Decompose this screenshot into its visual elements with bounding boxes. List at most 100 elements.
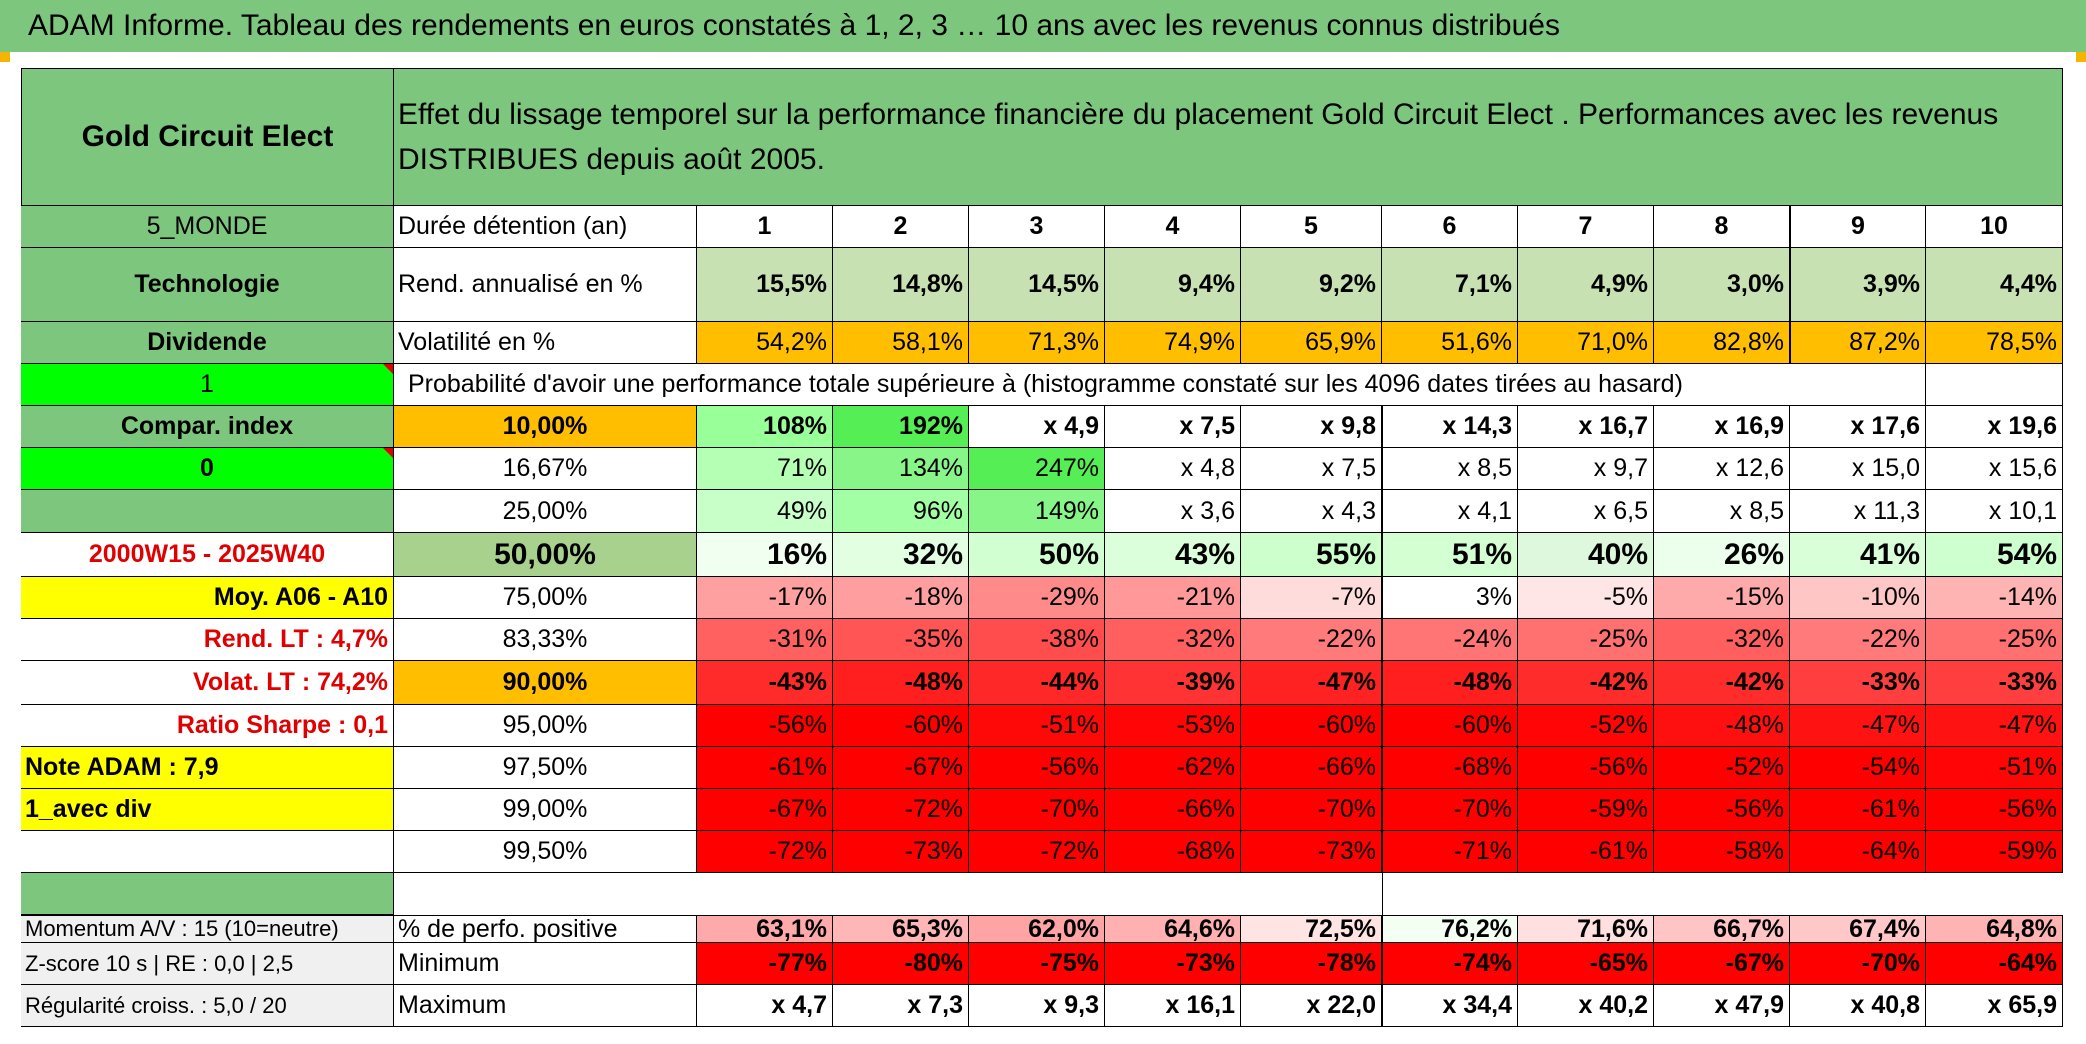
- annualized-return-value: 4,9%: [1518, 248, 1654, 322]
- performance-value: -17%: [697, 577, 833, 619]
- performance-value: -43%: [697, 661, 833, 705]
- compar-index-label: Compar. index: [21, 406, 394, 448]
- performance-value: -10%: [1790, 577, 1926, 619]
- performance-value: -18%: [833, 577, 969, 619]
- performance-value: -47%: [1790, 705, 1926, 747]
- performance-value: -48%: [1654, 705, 1790, 747]
- spacer: [1105, 873, 1241, 915]
- maximum-value: x 9,3: [969, 985, 1105, 1027]
- empty-cell: [1926, 364, 2063, 406]
- percentile-label: 90,00%: [394, 661, 697, 705]
- performance-value: -64%: [1790, 831, 1926, 873]
- sharpe-ratio-label: Ratio Sharpe : 0,1: [21, 705, 394, 747]
- performance-value: -61%: [697, 747, 833, 789]
- performance-value: -48%: [833, 661, 969, 705]
- performance-value: -61%: [1790, 789, 1926, 831]
- performance-value: 149%: [969, 490, 1105, 533]
- performance-value: -22%: [1790, 619, 1926, 661]
- description: Effet du lissage temporel sur la perform…: [394, 68, 2063, 206]
- performance-value: -60%: [1382, 705, 1518, 747]
- performance-value: -56%: [1518, 747, 1654, 789]
- performance-value: x 6,5: [1518, 490, 1654, 533]
- region-label: 5_MONDE: [21, 206, 394, 248]
- zscore-label: Z-score 10 s | RE : 0,0 | 2,5: [21, 943, 394, 985]
- performance-value: -60%: [833, 705, 969, 747]
- volatility-value: 82,8%: [1654, 322, 1790, 364]
- spacer: [1518, 873, 1654, 915]
- performance-value: 51%: [1382, 533, 1518, 577]
- performance-value: -42%: [1654, 661, 1790, 705]
- annualized-return-value: 7,1%: [1382, 248, 1518, 322]
- fund-name: Gold Circuit Elect: [21, 68, 394, 206]
- performance-value: -68%: [1105, 831, 1241, 873]
- performance-value: -51%: [969, 705, 1105, 747]
- performance-value: -29%: [969, 577, 1105, 619]
- percentile-label: 83,33%: [394, 619, 697, 661]
- performance-value: -66%: [1105, 789, 1241, 831]
- performance-value: x 7,5: [1241, 448, 1382, 490]
- maximum-value: x 4,7: [697, 985, 833, 1027]
- year-header: 1: [697, 206, 833, 248]
- minimum-label: Minimum: [394, 943, 697, 985]
- year-header: 5: [1241, 206, 1382, 248]
- spacer: [969, 873, 1105, 915]
- positive-perf-value: 71,6%: [1518, 915, 1654, 943]
- performance-value: -25%: [1518, 619, 1654, 661]
- maximum-value: x 22,0: [1241, 985, 1382, 1027]
- holding-duration-label: Durée détention (an): [394, 206, 697, 248]
- performance-value: x 16,9: [1654, 406, 1790, 448]
- annualized-return-value: 9,4%: [1105, 248, 1241, 322]
- performance-value: x 7,5: [1105, 406, 1241, 448]
- performance-value: -14%: [1926, 577, 2063, 619]
- positive-perf-value: 67,4%: [1790, 915, 1926, 943]
- performance-value: x 17,6: [1790, 406, 1926, 448]
- volatility-value: 74,9%: [1105, 322, 1241, 364]
- performance-value: -70%: [969, 789, 1105, 831]
- performance-value: -72%: [969, 831, 1105, 873]
- performance-value: x 9,7: [1518, 448, 1654, 490]
- performance-value: -59%: [1926, 831, 2063, 873]
- performance-value: x 10,1: [1926, 490, 2063, 533]
- performance-value: -67%: [833, 747, 969, 789]
- positive-perf-value: 66,7%: [1654, 915, 1790, 943]
- minimum-value: -64%: [1926, 943, 2063, 985]
- year-header: 3: [969, 206, 1105, 248]
- minimum-value: -75%: [969, 943, 1105, 985]
- performance-value: x 19,6: [1926, 406, 2063, 448]
- moy-label: Moy. A06 - A10: [21, 577, 394, 619]
- spacer: [833, 873, 969, 915]
- performance-value: -35%: [833, 619, 969, 661]
- performance-value: -25%: [1926, 619, 2063, 661]
- annualized-return-value: 14,5%: [969, 248, 1105, 322]
- performance-value: 32%: [833, 533, 969, 577]
- volatility-value: 58,1%: [833, 322, 969, 364]
- performance-value: -15%: [1654, 577, 1790, 619]
- volatility-value: 54,2%: [697, 322, 833, 364]
- performance-value: -22%: [1241, 619, 1382, 661]
- maximum-value: x 40,2: [1518, 985, 1654, 1027]
- performance-value: x 9,8: [1241, 406, 1382, 448]
- spacer: [1241, 873, 1382, 915]
- maximum-value: x 34,4: [1382, 985, 1518, 1027]
- performance-value: -21%: [1105, 577, 1241, 619]
- annualized-return-value: 3,9%: [1790, 248, 1926, 322]
- performance-value: 49%: [697, 490, 833, 533]
- percentile-label: 75,00%: [394, 577, 697, 619]
- performance-value: -51%: [1926, 747, 2063, 789]
- performance-value: x 12,6: [1654, 448, 1790, 490]
- performance-value: 43%: [1105, 533, 1241, 577]
- adam-note-label: Note ADAM : 7,9: [21, 747, 394, 789]
- performance-value: -66%: [1241, 747, 1382, 789]
- positive-perf-label: % de perfo. positive: [394, 915, 697, 943]
- year-header: 4: [1105, 206, 1241, 248]
- performance-value: 71%: [697, 448, 833, 490]
- performance-value: -31%: [697, 619, 833, 661]
- performance-value: 192%: [833, 406, 969, 448]
- performance-value: -39%: [1105, 661, 1241, 705]
- performance-value: -71%: [1382, 831, 1518, 873]
- performance-value: x 4,8: [1105, 448, 1241, 490]
- performance-value: -73%: [1241, 831, 1382, 873]
- performance-value: -61%: [1518, 831, 1654, 873]
- positive-perf-value: 64,6%: [1105, 915, 1241, 943]
- performance-value: -44%: [969, 661, 1105, 705]
